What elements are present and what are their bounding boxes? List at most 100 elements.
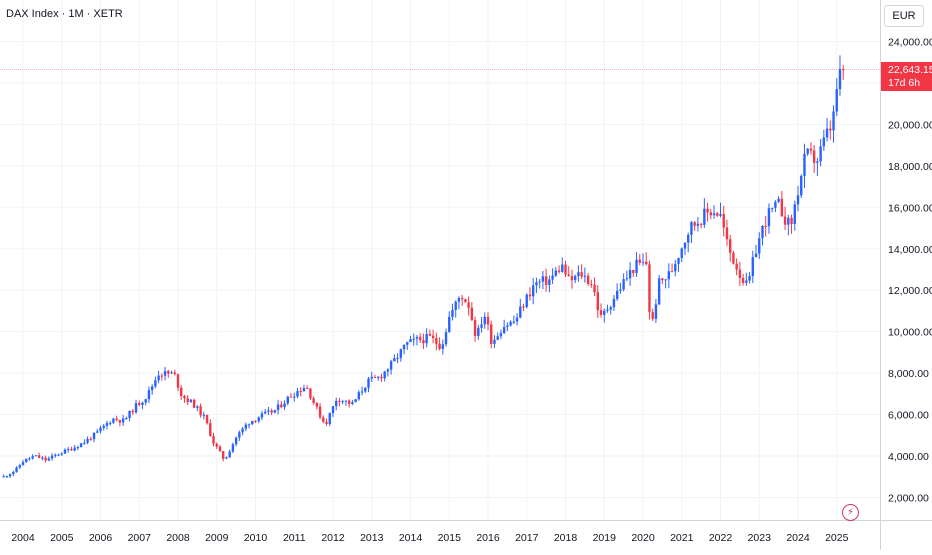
- candle-body: [351, 402, 354, 404]
- candle-body: [267, 410, 270, 412]
- candle-body: [128, 410, 131, 418]
- candle-body: [532, 285, 535, 297]
- candle-body: [54, 454, 57, 456]
- candle-body: [693, 222, 696, 226]
- last-price-badge: 22,643.15 17d 6h: [881, 62, 932, 91]
- candle-body: [654, 304, 658, 319]
- candle-body: [609, 307, 612, 310]
- candle-body: [251, 420, 254, 425]
- candles: [2, 55, 845, 478]
- candle-body: [8, 474, 12, 477]
- candle-body: [645, 261, 648, 265]
- candle-body: [554, 270, 558, 276]
- candle-body: [293, 396, 296, 398]
- candle-body: [690, 222, 693, 235]
- candle-body: [86, 438, 89, 443]
- y-tick-label: 20,000.00: [888, 119, 932, 131]
- candle-body: [163, 371, 167, 376]
- x-tick-label: 2019: [593, 532, 617, 544]
- candle-body: [160, 375, 164, 377]
- candle-body: [389, 361, 393, 370]
- currency-button[interactable]: EUR: [884, 5, 924, 27]
- candle-body: [829, 128, 832, 131]
- candle-body: [73, 447, 76, 451]
- y-tick-label: 14,000.00: [888, 244, 932, 256]
- candle-body: [551, 275, 554, 280]
- candle-body: [241, 428, 244, 433]
- candle-body: [70, 449, 73, 451]
- x-tick-label: 2015: [438, 532, 462, 544]
- candle-body: [370, 376, 373, 379]
- candle-body: [499, 333, 503, 337]
- candle-body: [490, 324, 493, 344]
- candle-body: [270, 410, 273, 413]
- candle-body: [341, 401, 344, 403]
- candle-body: [276, 404, 280, 411]
- candle-body: [367, 378, 370, 388]
- candle-body: [787, 217, 790, 225]
- y-tick-label: 4,000.00: [888, 451, 929, 463]
- candle-body: [360, 391, 364, 393]
- candle-body: [761, 225, 764, 239]
- candle-body: [99, 427, 102, 432]
- candle-body: [309, 388, 312, 399]
- candle-body: [774, 201, 777, 208]
- candle-body: [580, 272, 583, 277]
- candle-body: [296, 391, 299, 397]
- candle-body: [47, 458, 51, 461]
- candle-body: [415, 337, 419, 339]
- candle-body: [180, 387, 183, 397]
- candle-body: [544, 276, 548, 285]
- candle-body: [664, 279, 667, 281]
- y-tick-label: 18,000.00: [888, 161, 932, 173]
- candle-body: [512, 321, 516, 323]
- candle-body: [83, 442, 86, 444]
- candle-body: [467, 302, 470, 308]
- candle-body: [519, 306, 522, 318]
- candle-body: [167, 371, 170, 374]
- candle-body: [583, 275, 587, 277]
- candle-body: [105, 423, 109, 426]
- candle-body: [209, 423, 212, 437]
- candle-body: [758, 238, 761, 254]
- candle-body: [796, 195, 800, 205]
- candle-body: [667, 271, 671, 280]
- candle-body: [842, 69, 845, 71]
- candle-body: [325, 421, 328, 424]
- candle-body: [76, 447, 80, 449]
- x-tick-label: 2024: [786, 532, 810, 544]
- candle-body: [60, 453, 63, 455]
- candle-body: [464, 299, 467, 303]
- candle-body: [699, 223, 703, 225]
- x-tick-label: 2012: [321, 532, 345, 544]
- candle-body: [548, 279, 551, 285]
- candle-body: [305, 388, 309, 390]
- candle-body: [215, 443, 218, 447]
- candle-body: [412, 338, 415, 340]
- candle-body: [92, 432, 96, 440]
- candle-body: [228, 451, 231, 458]
- candle-body: [354, 399, 357, 403]
- candle-body: [680, 248, 683, 258]
- candle-body: [435, 338, 438, 344]
- candle-body: [280, 404, 283, 408]
- lightning-bolt-icon[interactable]: ⚡: [842, 504, 859, 521]
- candle-body: [754, 253, 758, 258]
- candle-body: [147, 390, 151, 400]
- candle-body: [263, 411, 267, 414]
- candle-body: [745, 280, 748, 283]
- candle-body: [709, 212, 713, 216]
- y-tick-label: 6,000.00: [888, 410, 929, 422]
- candle-body: [186, 398, 189, 403]
- x-tick-label: 2008: [166, 532, 190, 544]
- candle-body: [183, 396, 186, 399]
- candle-body: [561, 264, 564, 272]
- candle-body: [50, 455, 54, 459]
- candle-body: [257, 417, 260, 422]
- symbol-title: DAX Index · 1M · XETR: [6, 8, 123, 20]
- candle-body: [657, 278, 661, 305]
- candle-body: [441, 344, 444, 349]
- candle-body: [751, 257, 754, 277]
